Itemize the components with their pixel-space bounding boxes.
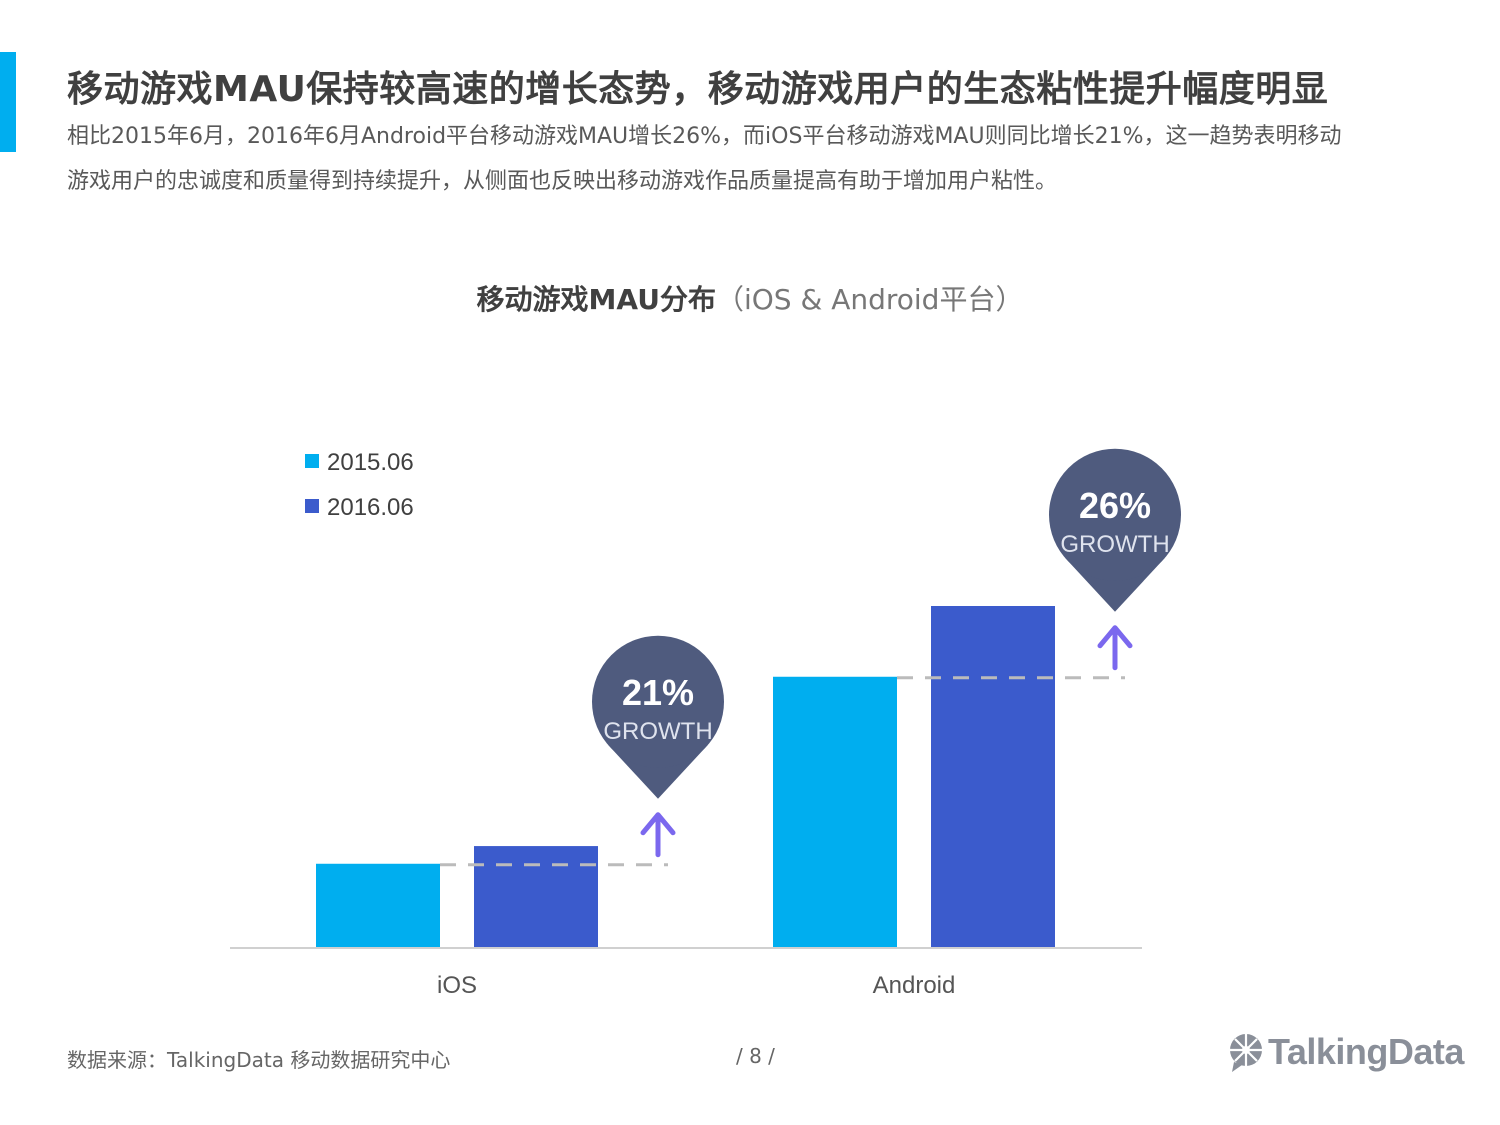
accent-bar — [0, 52, 16, 152]
logo-text: TalkingData — [1268, 1031, 1464, 1072]
bar-android-2016-06 — [931, 606, 1055, 948]
chart-title: 移动游戏MAU分布（iOS & Android平台） — [0, 278, 1500, 318]
growth-bubble-ios — [592, 635, 724, 768]
page-title: 移动游戏MAU保持较高速的增长态势，移动游戏用户的生态粘性提升幅度明显 — [67, 69, 1329, 110]
x-tick-label-ios: iOS — [437, 972, 477, 999]
bar-android-2015-06 — [773, 676, 897, 948]
bar-ios-2016-06 — [474, 846, 598, 948]
chart-title-main: 移动游戏MAU分布 — [476, 283, 716, 316]
growth-value: 21% — [622, 672, 694, 713]
growth-label: GROWTH — [1060, 531, 1169, 558]
legend-swatch-2015-06 — [305, 454, 319, 468]
growth-label: GROWTH — [603, 718, 712, 745]
logo-icon — [1230, 1034, 1262, 1072]
page-subtitle: 相比2015年6月，2016年6月Android平台移动游戏MAU增长26%，而… — [67, 124, 1342, 194]
legend-label: 2015.06 — [327, 449, 414, 476]
page-number: / 8 / — [736, 1044, 775, 1068]
chart-title-sub: （iOS & Android平台） — [715, 283, 1024, 316]
growth-arrow-icon — [1097, 625, 1133, 671]
talkingdata-logo: TalkingData — [1228, 1030, 1464, 1074]
growth-bubble-android — [1049, 448, 1181, 581]
legend-label: 2016.06 — [327, 494, 414, 521]
growth-value: 26% — [1079, 485, 1151, 526]
growth-arrow-icon — [640, 812, 676, 858]
data-source: 数据来源：TalkingData 移动数据研究中心 — [67, 1048, 451, 1072]
legend-swatch-2016-06 — [305, 499, 319, 513]
bar-ios-2015-06 — [316, 863, 440, 948]
x-tick-label-android: Android — [873, 972, 956, 999]
